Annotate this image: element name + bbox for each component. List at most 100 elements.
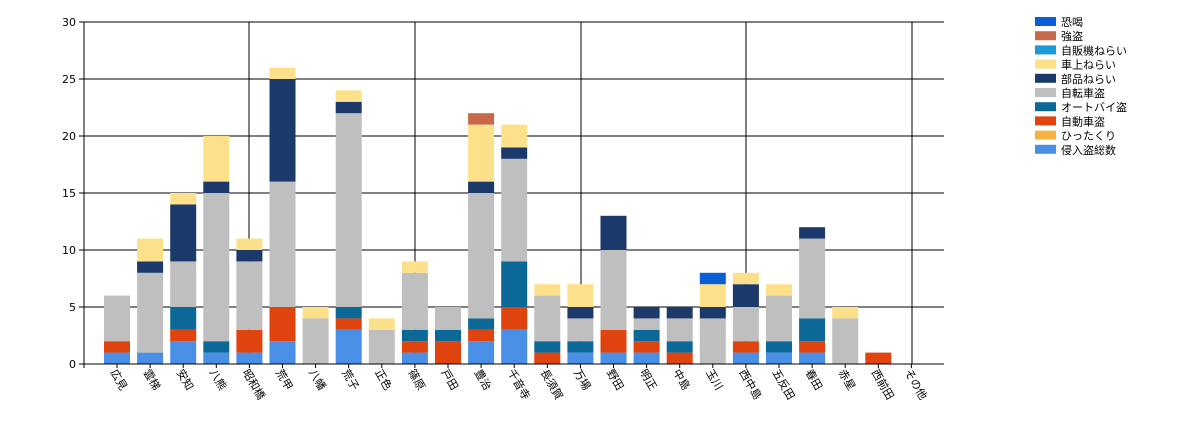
bar-segment: [104, 295, 130, 342]
bar-segment: [269, 79, 296, 182]
bar-segment: [170, 341, 197, 364]
y-tick-label: 15: [62, 187, 76, 200]
legend-label: ひったくり: [1061, 130, 1116, 143]
legend-swatch: [1035, 144, 1056, 154]
legend-label: 自動車盗: [1061, 114, 1105, 128]
x-tick-label: 戸田: [438, 367, 460, 393]
bar-segment: [633, 341, 660, 353]
bars: [104, 67, 892, 364]
bar-segment: [170, 204, 197, 262]
x-tick-label: 八熊: [207, 367, 230, 393]
bar-segment: [699, 318, 726, 364]
bar-segment: [501, 307, 528, 330]
bar-segment: [335, 90, 362, 102]
bar-segment: [633, 318, 660, 330]
bar-segment: [534, 352, 561, 364]
bar-segment: [468, 318, 495, 330]
bar-segment: [501, 329, 528, 364]
legend-label: 自販機ねらい: [1061, 43, 1127, 57]
bar-segment: [435, 307, 461, 330]
bar-segment: [137, 238, 164, 262]
bar-segment: [302, 307, 329, 319]
legend-swatch: [1035, 88, 1056, 97]
bar-segment: [435, 329, 461, 342]
x-tick-label: 荒甲: [273, 367, 295, 393]
bar-segment: [766, 284, 792, 296]
bar-segment: [236, 352, 263, 364]
bar-segment: [567, 284, 594, 307]
bar-segment: [236, 238, 263, 250]
bar-segment: [832, 318, 859, 364]
bar-segment: [368, 318, 395, 330]
legend-label: 自転車盗: [1061, 86, 1105, 100]
bar-segment: [104, 352, 130, 364]
bar-segment: [865, 352, 892, 364]
x-tick-label: 長須賀: [538, 367, 566, 402]
legend-label: 侵入盗総数: [1061, 143, 1116, 157]
y-tick-label: 30: [62, 16, 76, 29]
legend-label: 部品ねらい: [1061, 72, 1116, 86]
bar-segment: [633, 329, 660, 342]
bar-segment: [567, 307, 594, 319]
y-tick-label: 25: [62, 73, 76, 86]
bar-segment: [567, 341, 594, 353]
bar-segment: [468, 341, 495, 364]
x-tick-label: 篠原: [405, 367, 428, 393]
legend-swatch: [1035, 102, 1056, 112]
y-tick-label: 0: [69, 358, 76, 371]
bar-segment: [600, 352, 627, 364]
x-tick-label: 荒子: [339, 367, 361, 393]
bar-segment: [600, 250, 627, 330]
bar-segment: [203, 352, 230, 364]
bar-segment: [170, 307, 197, 330]
bar-segment: [600, 215, 627, 250]
bar-segment: [501, 158, 528, 262]
bar-segment: [799, 227, 826, 239]
bar-segment: [335, 329, 362, 364]
bar-segment: [501, 124, 528, 148]
legend-swatch: [1035, 116, 1056, 126]
bar-segment: [534, 341, 561, 353]
bar-segment: [137, 261, 164, 273]
bar-segment: [401, 261, 428, 273]
bar-segment: [732, 307, 759, 342]
bar-segment: [633, 307, 660, 319]
legend-label: 恐喝: [1061, 16, 1083, 29]
bar-segment: [666, 318, 693, 342]
bar-segment: [468, 193, 495, 319]
bar-segment: [203, 193, 230, 342]
bar-segment: [501, 261, 528, 307]
bar-segment: [335, 113, 362, 307]
axes: [80, 22, 944, 368]
x-tick-label: 八幡: [306, 367, 329, 393]
bar-segment: [302, 318, 329, 364]
bar-segment: [766, 295, 792, 342]
bar-segment: [468, 124, 495, 182]
legend-label: 車上ねらい: [1061, 58, 1116, 72]
bar-segment: [501, 147, 528, 159]
bar-segment: [335, 318, 362, 330]
bar-segment: [468, 113, 495, 125]
bar-segment: [137, 272, 164, 353]
bar-segment: [401, 352, 428, 364]
x-tick-label: 西前田: [869, 367, 898, 403]
bar-segment: [732, 272, 759, 285]
bar-segment: [732, 352, 759, 364]
bar-segment: [832, 307, 859, 319]
legend: 恐喝強盗自販機ねらい車上ねらい部品ねらい自転車盗オートバイ盗自動車盗ひったくり侵…: [1035, 16, 1127, 157]
bar-segment: [799, 352, 826, 364]
x-tick-label: 西中島: [736, 367, 765, 403]
bar-segment: [269, 307, 296, 342]
bar-segment: [799, 318, 826, 342]
bar-segment: [170, 261, 197, 307]
bar-segment: [368, 329, 395, 364]
bar-segment: [236, 329, 263, 353]
x-tick-label: 雲梯: [141, 367, 163, 393]
x-tick-label: 玉川: [703, 367, 725, 393]
bar-segment: [269, 67, 296, 79]
x-tick-label: 野田: [604, 367, 626, 393]
bar-segment: [104, 341, 130, 353]
x-tick-label: 昭和橋: [240, 367, 269, 403]
bar-segment: [534, 284, 561, 296]
